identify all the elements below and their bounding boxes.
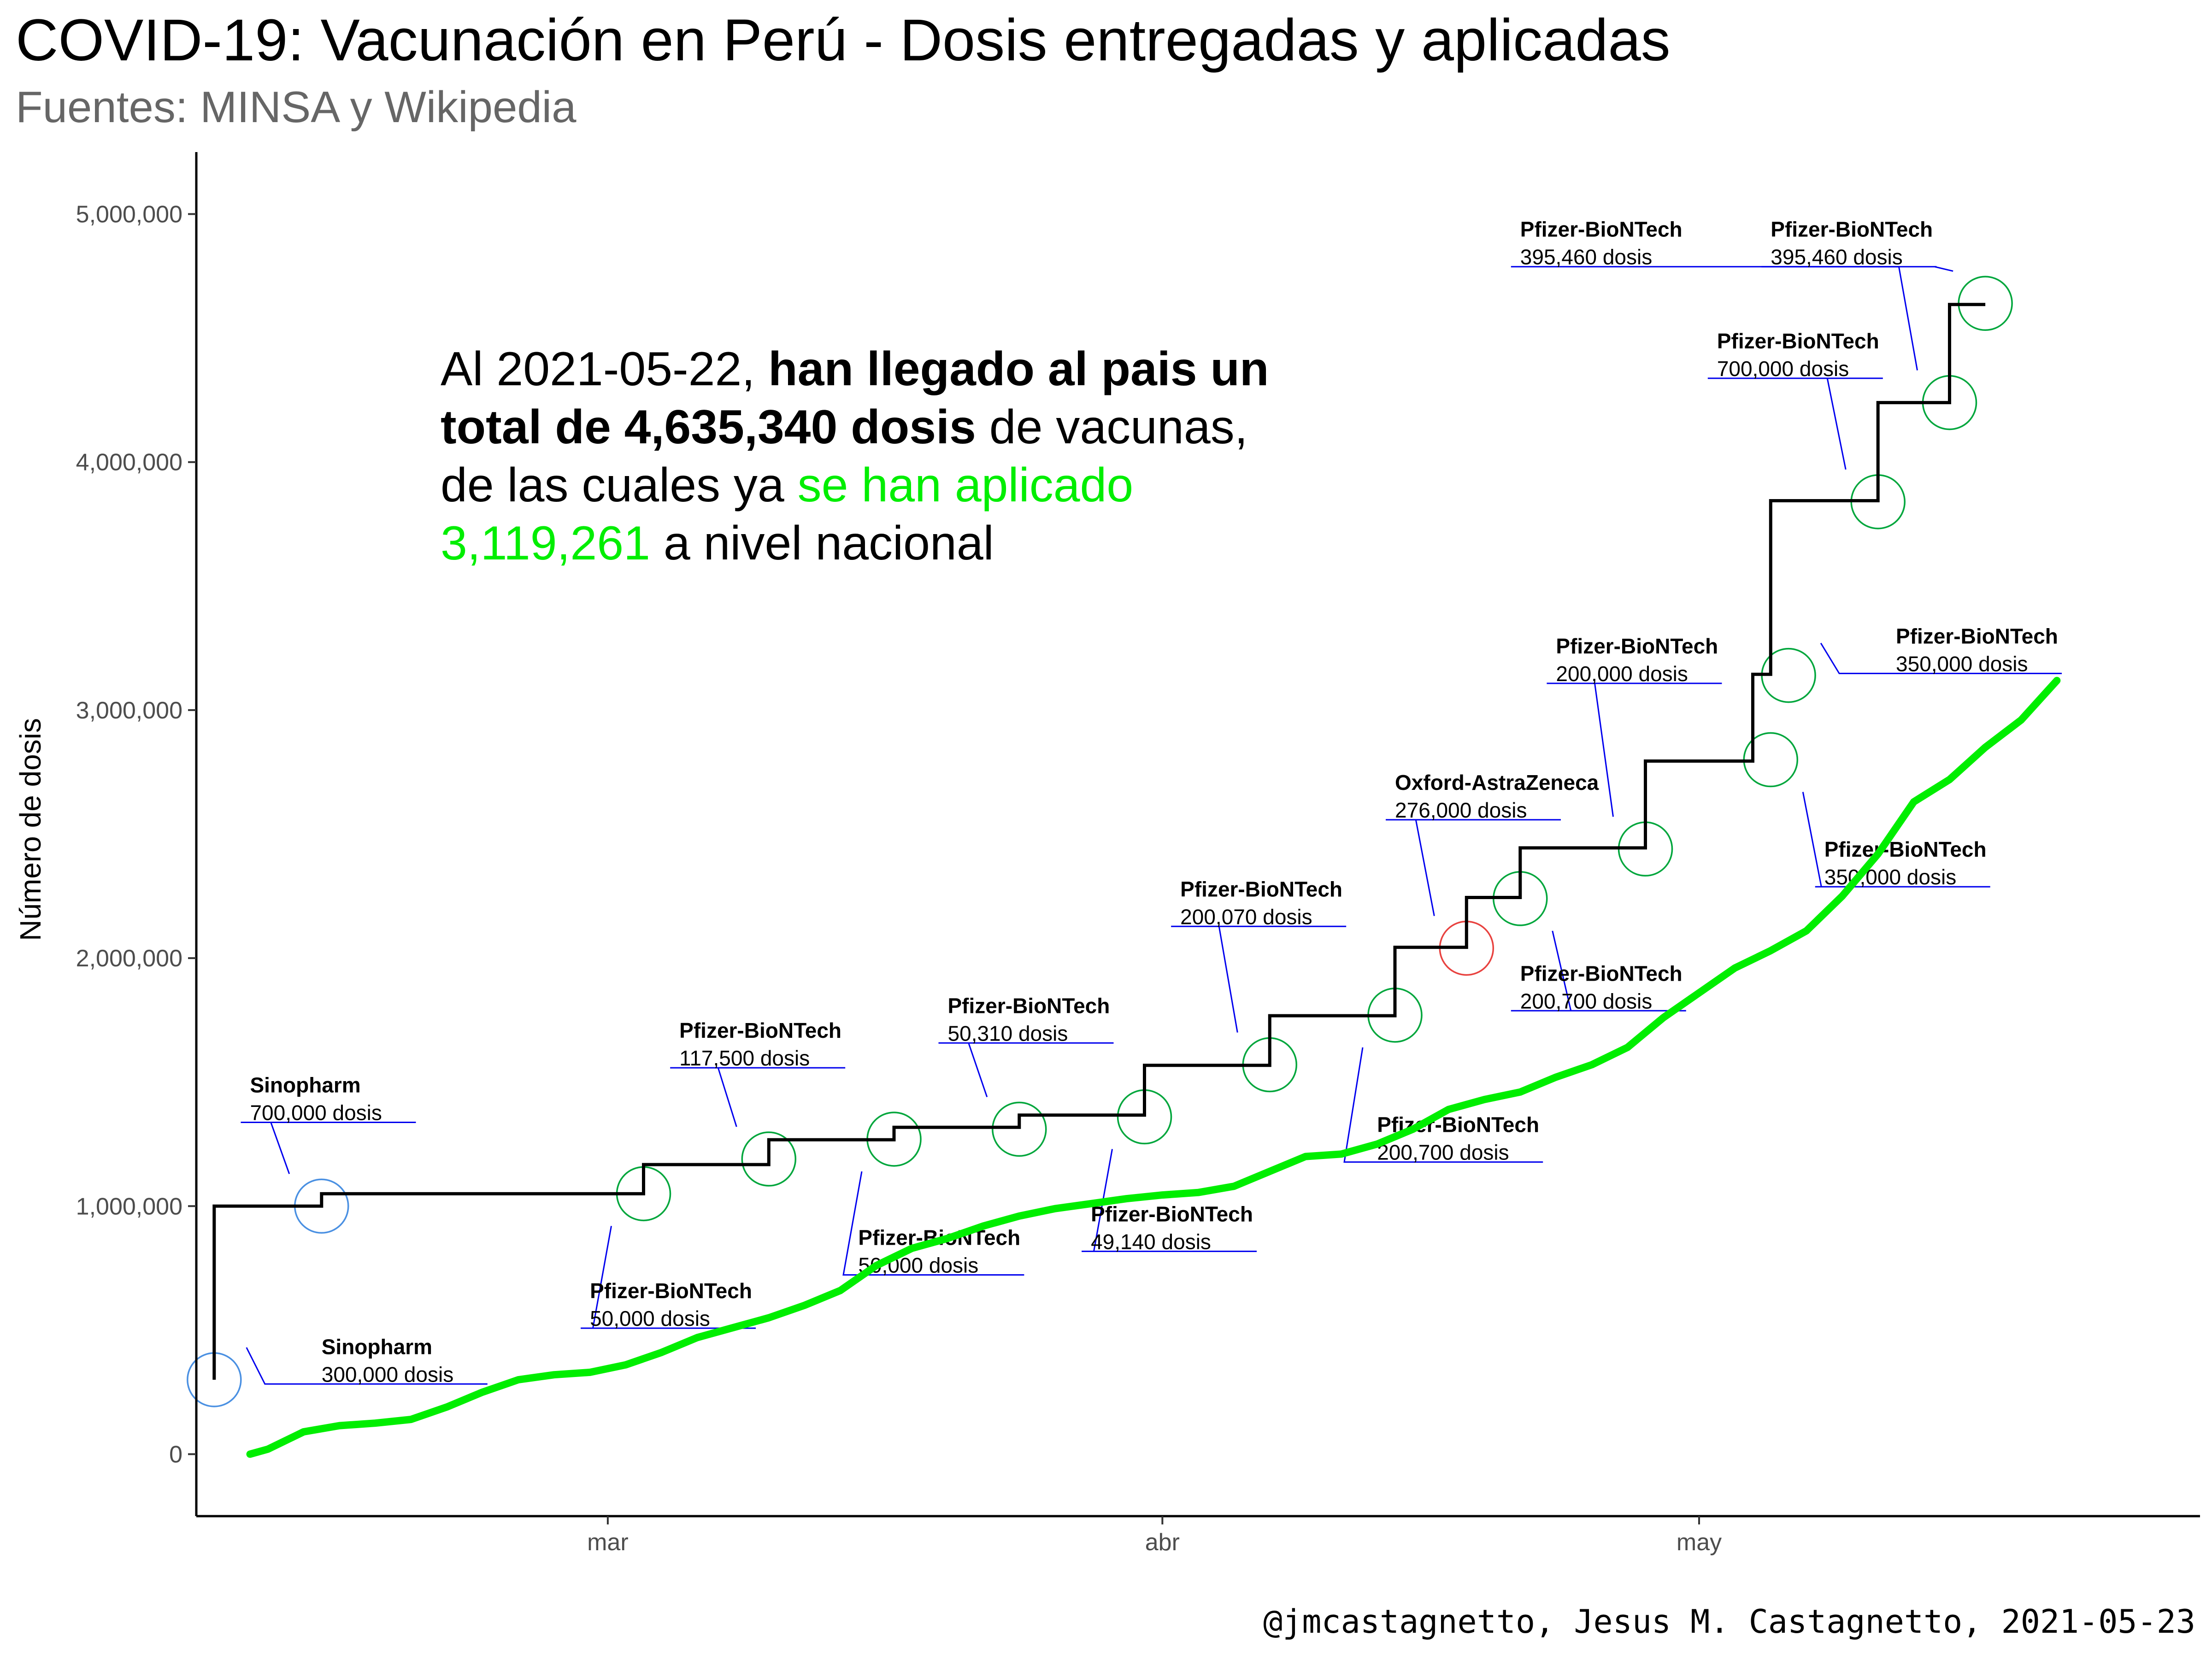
annotation-leader-line: [1171, 925, 1347, 1033]
annotation-leader-line: [842, 1171, 1024, 1276]
y-tick-label: 0: [169, 1441, 182, 1468]
annotation-doses-label: 350,000 dosis: [1824, 865, 1956, 889]
annotation-doses-label: 200,700 dosis: [1377, 1141, 1509, 1165]
annotation-leader-line: [1802, 792, 1990, 888]
annotation-leader-line: [1820, 642, 2062, 674]
annotation-leader-line: [938, 1042, 1114, 1097]
annotation-doses-label: 200,700 dosis: [1520, 989, 1652, 1013]
summary-annotation: Al 2021-05-22, han llegado al pais un to…: [441, 340, 1270, 572]
annotation-vaccine-label: Pfizer-BioNTech: [679, 1018, 841, 1042]
annotation-doses-label: 395,460 dosis: [1520, 245, 1652, 269]
annotation-leader-line: [1511, 930, 1686, 1012]
annotation-vaccine-label: Pfizer-BioNTech: [1771, 218, 1933, 241]
y-axis-label: Número de dosis: [14, 718, 47, 941]
y-tick-label: 5,000,000: [76, 201, 182, 228]
summary-part-4: se han aplicado 3,119,261: [441, 459, 1134, 570]
annotation-leader-line: [1761, 266, 1953, 272]
x-tick-label: abr: [1145, 1529, 1180, 1556]
annotation-vaccine-label: Pfizer-BioNTech: [1520, 218, 1683, 241]
annotation-doses-label: 700,000 dosis: [1717, 357, 1849, 381]
annotation-doses-label: 117,500 dosis: [679, 1046, 810, 1070]
annotation-leader-line: [1707, 377, 1883, 470]
annotation-doses-label: 300,000 dosis: [322, 1362, 453, 1386]
annotation-vaccine-label: Oxford-AstraZeneca: [1395, 771, 1599, 794]
y-tick-label: 1,000,000: [76, 1193, 182, 1220]
x-tick-label: may: [1677, 1529, 1722, 1556]
annotation-leader-line: [1386, 819, 1561, 916]
annotation-vaccine-label: Pfizer-BioNTech: [1824, 837, 1987, 861]
annotation-leader-line: [670, 1067, 846, 1127]
series-layer: [212, 303, 2061, 1458]
summary-part-5: a nivel nacional: [650, 517, 994, 570]
annotation-doses-label: 276,000 dosis: [1395, 798, 1527, 822]
x-tick-label: mar: [587, 1529, 629, 1556]
summary-part-3: de vacunas, de las cuales ya: [441, 400, 1248, 512]
summary-part-2: han llegado al pais un total de 4,635,34…: [441, 342, 1269, 454]
y-ticks: 0 1,000,000 2,000,000 3,000,000 4,000,000 5,0…: [76, 201, 196, 1468]
annotation-leader-line: [1511, 266, 1918, 371]
annotation-doses-label: 50,000 dosis: [590, 1306, 710, 1330]
annotation-vaccine-label: Pfizer-BioNTech: [590, 1279, 752, 1303]
annotation-leader-line: [246, 1347, 488, 1385]
annotation-doses-label: 200,000 dosis: [1556, 662, 1688, 686]
annotation-vaccine-label: Pfizer-BioNTech: [1896, 624, 2058, 648]
y-tick-label: 4,000,000: [76, 449, 182, 476]
annotation-marker: [992, 1101, 1047, 1157]
annotation-doses-label: 49,140 dosis: [1091, 1230, 1211, 1253]
annotation-vaccine-label: Pfizer-BioNTech: [1091, 1202, 1253, 1226]
annotation-leader-line: [581, 1226, 756, 1329]
chart-title: COVID-19: Vacunación en Perú - Dosis ent…: [16, 7, 1671, 73]
axes-layer: [195, 152, 2200, 1518]
annotation-leader-line: [1547, 682, 1722, 817]
chart-subtitle: Fuentes: MINSA y Wikipedia: [16, 82, 577, 132]
annotation-leader-line: [1343, 1047, 1543, 1163]
annotation-layer: Sinopharm 300,000 dosis Sinopharm 700,000 d…: [187, 218, 2062, 1407]
y-tick-label: 2,000,000: [76, 945, 182, 972]
annotation-vaccine-label: Pfizer-BioNTech: [1556, 634, 1718, 658]
chart-caption: @jmcastagnetto, Jesus M. Castagnetto, 20…: [1263, 1603, 2195, 1641]
annotation-doses-label: 700,000 dosis: [250, 1100, 382, 1124]
annotation-vaccine-label: Pfizer-BioNTech: [1520, 961, 1683, 985]
annotation-vaccine-label: Sinopharm: [322, 1335, 432, 1359]
annotation-vaccine-label: Pfizer-BioNTech: [1717, 329, 1879, 353]
applied-doses-line: [246, 677, 2061, 1458]
summary-part-1: Al 2021-05-22,: [441, 342, 769, 396]
annotation-doses-label: 395,460 dosis: [1771, 245, 1902, 269]
x-ticks: mar abr may: [587, 1516, 1722, 1556]
annotation-doses-label: 50,310 dosis: [948, 1021, 1068, 1045]
annotation-vaccine-label: Pfizer-BioNTech: [1180, 877, 1342, 901]
y-tick-label: 3,000,000: [76, 697, 182, 724]
annotation-leader-line: [241, 1121, 416, 1174]
annotation-vaccine-label: Pfizer-BioNTech: [948, 994, 1110, 1018]
annotation-marker: [741, 1131, 797, 1187]
annotation-vaccine-label: Sinopharm: [250, 1073, 360, 1097]
delivered-doses-step-line: [212, 303, 1986, 1380]
annotation-doses-label: 350,000 dosis: [1896, 652, 2028, 676]
annotation-doses-label: 200,070 dosis: [1180, 905, 1312, 929]
